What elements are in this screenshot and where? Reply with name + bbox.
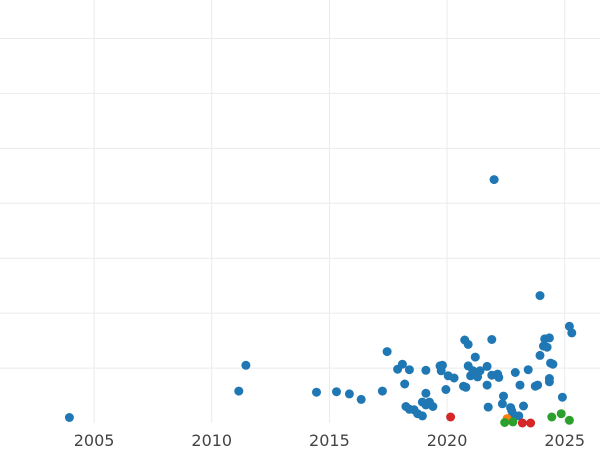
- data-point-blue: [497, 399, 507, 409]
- data-point-blue: [463, 339, 473, 349]
- data-point-blue: [535, 291, 545, 301]
- data-point-blue: [544, 374, 554, 383]
- data-point-blue: [382, 347, 392, 357]
- data-point-blue: [449, 373, 459, 383]
- data-point-blue: [332, 387, 341, 397]
- data-point-blue: [475, 366, 485, 376]
- data-point-blue: [494, 372, 504, 382]
- data-point-blue: [470, 352, 480, 362]
- data-point-blue: [312, 387, 321, 397]
- data-point-green: [547, 412, 557, 422]
- data-point-blue: [487, 335, 497, 344]
- x-tick-label: 2015: [309, 431, 350, 450]
- data-point-blue: [400, 379, 410, 389]
- x-tick-label: 2010: [191, 431, 232, 450]
- data-point-green: [500, 418, 510, 427]
- data-point-blue: [397, 359, 407, 369]
- data-point-green: [508, 417, 518, 427]
- data-point-green: [564, 415, 574, 425]
- data-point-blue: [421, 388, 431, 398]
- x-tick-label: 2025: [544, 431, 585, 450]
- data-point-blue: [519, 401, 528, 411]
- data-point-blue: [482, 361, 492, 371]
- data-point-blue: [557, 392, 567, 402]
- data-point-blue: [461, 382, 471, 392]
- data-point-blue: [514, 411, 524, 421]
- data-point-red: [526, 418, 536, 428]
- data-point-blue: [542, 342, 552, 352]
- x-axis-tick-labels: 2005 2010 2015 2020 2025: [74, 431, 585, 450]
- data-point-blue: [489, 175, 499, 185]
- data-point-blue: [356, 394, 366, 404]
- data-point-green: [556, 409, 566, 419]
- data-point-blue: [535, 350, 545, 360]
- data-point-blue: [548, 359, 558, 369]
- data-point-red: [446, 412, 456, 422]
- x-tick-label: 2020: [427, 431, 468, 450]
- data-point-blue: [544, 333, 554, 343]
- data-point-blue: [567, 328, 577, 338]
- data-point-blue: [234, 386, 244, 396]
- data-point-red: [517, 418, 527, 428]
- data-point-blue: [241, 360, 251, 370]
- x-tick-label: 2005: [74, 431, 115, 450]
- data-point-blue: [533, 380, 543, 390]
- data-point-blue: [499, 391, 508, 401]
- data-point-blue: [510, 368, 520, 377]
- data-point-blue: [483, 402, 493, 412]
- data-point-blue: [421, 365, 431, 375]
- data-point-blue: [64, 413, 74, 422]
- data-point-blue: [344, 389, 354, 399]
- data-point-blue: [441, 385, 451, 394]
- data-point-blue: [417, 411, 427, 421]
- data-point-blue: [377, 386, 387, 396]
- data-point-blue: [482, 380, 492, 390]
- data-point-blue: [523, 365, 533, 375]
- data-point-blue: [404, 365, 414, 375]
- data-point-blue: [437, 360, 447, 370]
- data-points: [64, 175, 577, 428]
- data-point-blue: [428, 402, 438, 411]
- gridlines: [0, 0, 600, 423]
- data-point-blue: [515, 380, 525, 390]
